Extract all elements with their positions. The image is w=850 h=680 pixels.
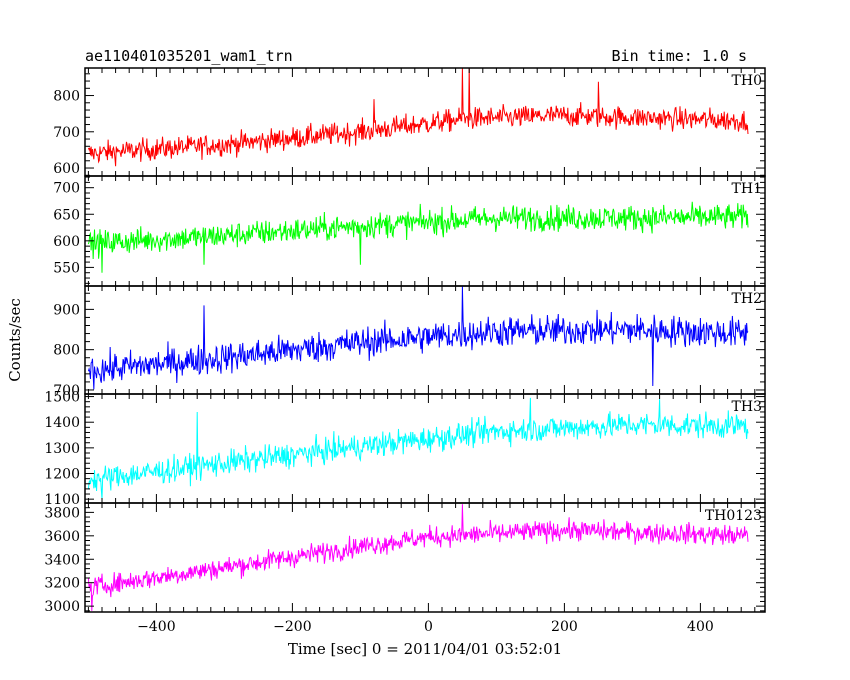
y-tick-label: 3400 bbox=[44, 552, 80, 568]
chart-title: ae110401035201_wam1_trn bbox=[85, 47, 293, 65]
panel-th0123: 3000 3200 3400 3600 3800 TH0123 bbox=[44, 502, 766, 615]
x-axis-label: Time [sec] 0 = 2011/04/01 03:52:01 bbox=[288, 640, 562, 658]
y-tick-label: 1200 bbox=[44, 467, 80, 483]
y-tick-label: 600 bbox=[53, 234, 80, 250]
panel-frame bbox=[84, 175, 766, 287]
y-tick-label: 800 bbox=[53, 343, 80, 359]
panel-frame bbox=[84, 67, 766, 177]
y-tick-label: 900 bbox=[53, 302, 80, 318]
y-tick-label: 1500 bbox=[44, 390, 80, 406]
panels-group: 600 700 800 TH0 550 600 650 700 TH1 700 800 900 TH2 1… bbox=[44, 67, 766, 635]
panel-th2: 700 800 900 TH2 bbox=[53, 285, 766, 399]
y-tick-label: 700 bbox=[53, 383, 80, 399]
panel-frame bbox=[84, 393, 766, 504]
y-tick-label: 700 bbox=[53, 181, 80, 197]
series-line-th0123 bbox=[87, 504, 749, 611]
series-line-th3 bbox=[87, 397, 749, 500]
y-tick-label: 3200 bbox=[44, 576, 80, 592]
panel-label-th1: TH1 bbox=[732, 181, 762, 197]
series-line-th1 bbox=[87, 201, 749, 273]
panel-th0: 600 700 800 TH0 bbox=[53, 67, 766, 177]
x-tick-label: 0 bbox=[424, 619, 433, 635]
x-tick-label: 200 bbox=[551, 619, 578, 635]
panel-label-th0123: TH0123 bbox=[705, 508, 762, 524]
y-tick-label: 600 bbox=[53, 161, 80, 177]
x-tick-label: −200 bbox=[273, 619, 311, 635]
bin-time-label: Bin time: 1.0 s bbox=[612, 47, 747, 65]
y-tick-label: 1400 bbox=[44, 415, 80, 431]
panel-th1: 550 600 650 700 TH1 bbox=[53, 175, 766, 287]
y-tick-label: 3800 bbox=[44, 505, 80, 521]
panel-frame bbox=[84, 285, 766, 395]
x-tick-label: 400 bbox=[687, 619, 714, 635]
y-tick-label: 1300 bbox=[44, 441, 80, 457]
panel-label-th2: TH2 bbox=[732, 291, 762, 307]
x-tick-label: −400 bbox=[137, 619, 175, 635]
y-tick-label: 650 bbox=[53, 207, 80, 223]
series-line-th0 bbox=[87, 68, 749, 167]
y-tick-label: 550 bbox=[53, 260, 80, 276]
y-tick-label: 3600 bbox=[44, 529, 80, 545]
y-tick-label: 3000 bbox=[44, 599, 80, 615]
panel-frame bbox=[84, 502, 766, 613]
y-axis-label: Counts/sec bbox=[6, 298, 24, 382]
y-tick-label: 1100 bbox=[44, 492, 80, 508]
panel-label-th3: TH3 bbox=[732, 399, 762, 415]
y-tick-label: 800 bbox=[53, 89, 80, 105]
panel-label-th0: TH0 bbox=[732, 73, 762, 89]
panel-th3: 1100 1200 1300 1400 1500 TH3 bbox=[44, 390, 766, 508]
series-line-th2 bbox=[87, 286, 749, 390]
y-tick-label: 700 bbox=[53, 125, 80, 141]
